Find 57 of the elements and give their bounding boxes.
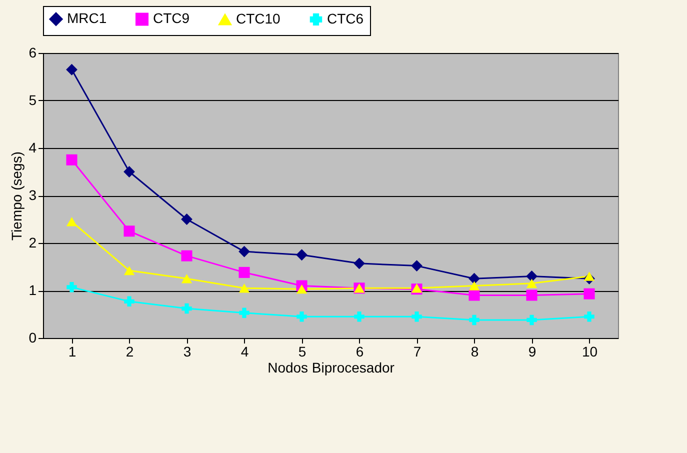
point — [526, 314, 537, 326]
point — [469, 314, 480, 326]
x-tick-label: 10 — [582, 344, 598, 360]
legend-label: CTC10 — [236, 10, 281, 27]
point — [468, 281, 480, 290]
point — [468, 290, 480, 301]
point — [124, 296, 134, 307]
x-axis-title: Nodos Biprocesador — [268, 360, 395, 376]
point — [66, 217, 78, 226]
point — [238, 266, 250, 278]
point — [526, 278, 538, 288]
y-tick-label: 6 — [28, 44, 37, 60]
point — [124, 266, 135, 276]
point — [66, 154, 78, 166]
point — [468, 272, 480, 284]
legend-label: CTC9 — [153, 10, 190, 26]
point — [296, 284, 308, 294]
point — [296, 312, 307, 322]
x-tick-label: 2 — [126, 344, 134, 360]
y-tick-label: 2 — [28, 234, 37, 250]
point — [412, 312, 422, 322]
point — [239, 308, 250, 318]
legend-label: MRC1 — [67, 10, 107, 26]
point — [526, 270, 538, 282]
point — [182, 303, 192, 314]
y-tick-label: 4 — [28, 140, 37, 156]
x-tick-label: 6 — [356, 344, 364, 360]
y-tick-label: 1 — [28, 282, 37, 298]
x-tick-label: 9 — [528, 344, 536, 360]
point — [584, 272, 595, 281]
point — [181, 250, 192, 262]
point — [66, 64, 78, 76]
legend-label: CTC6 — [327, 10, 364, 26]
point — [66, 282, 77, 292]
x-tick-label: 4 — [240, 344, 249, 360]
point — [354, 312, 364, 322]
point — [124, 226, 135, 237]
point — [526, 290, 538, 301]
y-tick-label: 0 — [28, 330, 37, 346]
point — [296, 249, 308, 261]
point — [181, 274, 192, 284]
x-tick-label: 8 — [470, 344, 479, 360]
point — [238, 246, 250, 258]
point — [181, 214, 192, 225]
x-tick-label: 3 — [183, 344, 192, 360]
point — [584, 312, 594, 322]
x-tick-label: 7 — [413, 344, 422, 360]
point — [354, 258, 365, 270]
y-tick-label: 5 — [28, 92, 37, 108]
y-tick-label: 3 — [28, 187, 37, 203]
x-tick-label: 1 — [68, 344, 76, 360]
point — [124, 166, 135, 178]
point — [411, 260, 422, 272]
point — [584, 288, 595, 300]
x-tick-label: 5 — [298, 344, 306, 360]
point — [238, 284, 250, 293]
y-axis-title: Tiempo (segs) — [8, 152, 25, 240]
